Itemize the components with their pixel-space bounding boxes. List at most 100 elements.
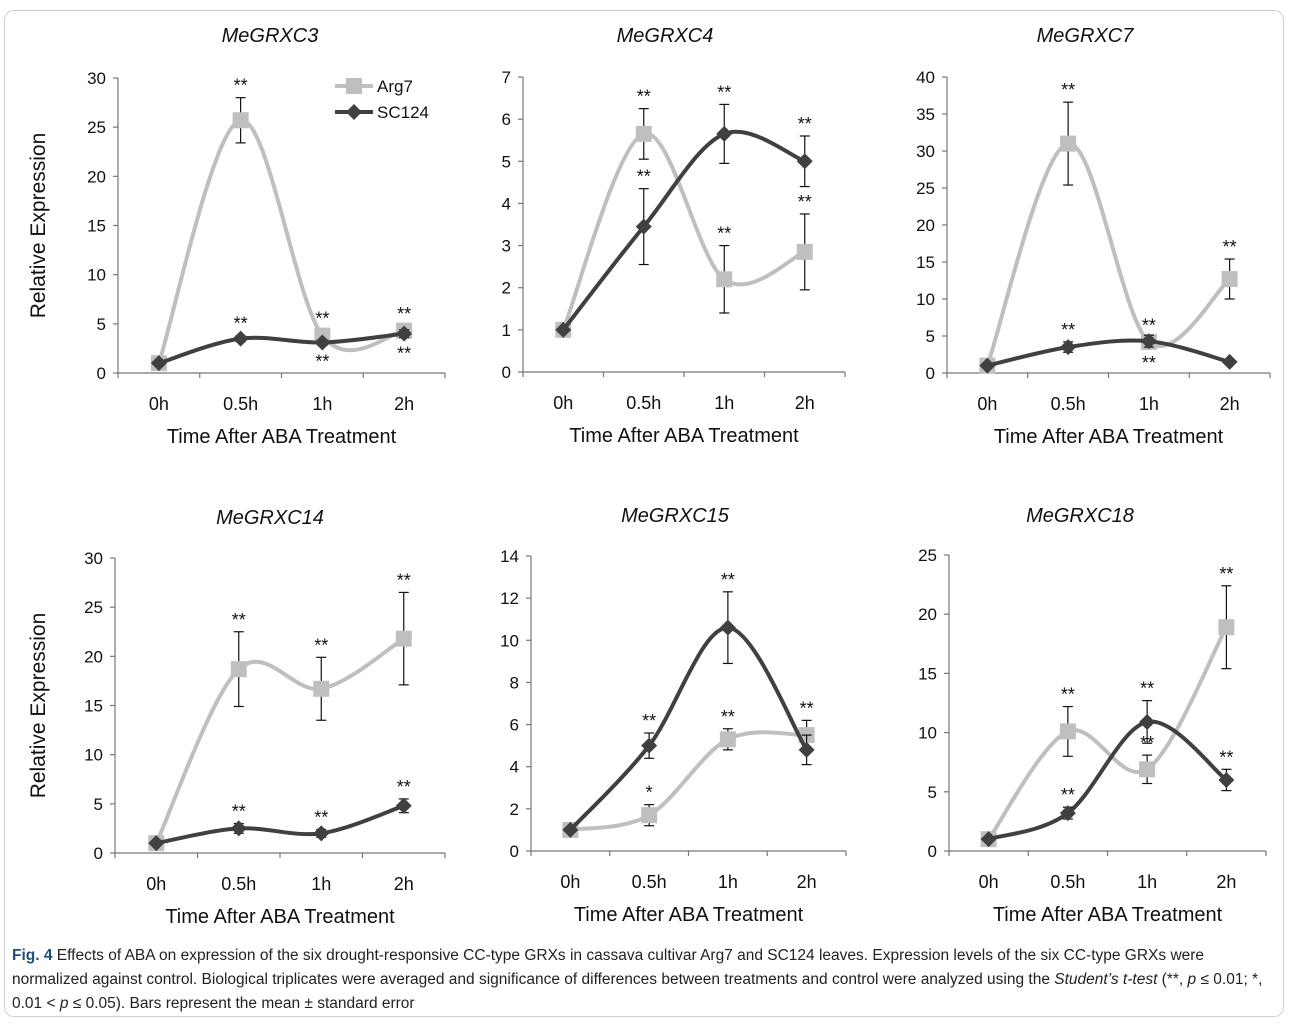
panel-title: MeGRXC15	[621, 505, 730, 527]
x-tick-label: 1h	[312, 394, 332, 414]
significance-mark: **	[315, 351, 329, 371]
x-tick-label: 0.5h	[626, 393, 661, 413]
data-point-Arg7	[1218, 619, 1235, 636]
y-tick-label: 8	[510, 673, 519, 692]
significance-mark: **	[721, 570, 735, 590]
significance-mark: **	[232, 802, 246, 822]
data-point-Arg7	[1060, 135, 1077, 152]
x-tick-label: 2h	[797, 872, 817, 892]
figure-caption: Fig. 4 Effects of ABA on expression of t…	[12, 944, 1276, 1016]
y-tick-label: 15	[916, 253, 935, 272]
x-tick-label: 1h	[1137, 872, 1157, 892]
y-tick-label: 6	[502, 110, 511, 129]
x-tick-label: 1h	[718, 872, 738, 892]
significance-mark: **	[1223, 237, 1237, 257]
y-tick-label: 10	[84, 746, 103, 765]
data-point-SC124	[232, 330, 249, 347]
x-tick-label: 0h	[979, 872, 999, 892]
significance-mark: **	[397, 570, 411, 590]
series-line-SC124	[158, 331, 405, 366]
caption-p-symbol-2: p	[59, 995, 69, 1012]
legend-marker-diamond-icon	[346, 104, 362, 120]
significance-mark: **	[314, 635, 328, 655]
y-axis-label: Relative Expression	[27, 613, 50, 799]
significance-mark: **	[232, 610, 246, 630]
y-tick-label: 30	[87, 69, 106, 88]
x-axis-label: Time After ABA Treatment	[993, 904, 1223, 926]
panel-title: MeGRXC18	[1026, 505, 1134, 527]
significance-mark: **	[1061, 80, 1075, 100]
data-point-Arg7	[719, 731, 736, 748]
x-tick-label: 0.5h	[1051, 394, 1086, 414]
data-point-SC124	[395, 797, 412, 814]
series-line-Arg7	[156, 118, 405, 364]
data-point-SC124	[635, 218, 652, 235]
data-point-SC124	[798, 741, 815, 758]
caption-p-symbol-1: p	[1187, 971, 1197, 988]
data-point-Arg7	[641, 807, 658, 824]
data-point-SC124	[716, 125, 733, 142]
caption-test-name: Student’s t-test	[1054, 971, 1158, 988]
series-line-Arg7	[987, 626, 1229, 841]
x-tick-label: 0.5h	[1050, 872, 1085, 892]
y-tick-label: 0	[926, 364, 935, 383]
y-tick-label: 40	[916, 68, 935, 87]
data-point-Arg7	[1221, 271, 1238, 288]
data-point-Arg7	[716, 271, 733, 288]
x-tick-label: 0h	[146, 874, 166, 894]
panel-title: MeGRXC4	[617, 25, 714, 47]
y-tick-label: 4	[502, 194, 511, 213]
x-tick-label: 0.5h	[221, 874, 256, 894]
x-tick-label: 0.5h	[223, 394, 258, 414]
significance-mark: **	[397, 777, 411, 797]
y-tick-label: 30	[916, 142, 935, 161]
significance-mark: **	[798, 192, 812, 212]
y-tick-label: 35	[916, 105, 935, 124]
data-point-SC124	[796, 153, 813, 170]
series-line-SC124	[986, 338, 1231, 368]
y-tick-label: 30	[84, 549, 103, 568]
data-point-SC124	[1221, 353, 1238, 370]
y-tick-label: 3	[502, 237, 511, 256]
significance-mark: **	[314, 807, 328, 827]
y-tick-label: 5	[94, 795, 103, 814]
x-axis-label: Time After ABA Treatment	[165, 906, 395, 928]
y-tick-label: 4	[510, 758, 519, 777]
x-axis-label: Time After ABA Treatment	[574, 904, 804, 926]
data-point-SC124	[1060, 339, 1077, 356]
significance-mark: **	[1219, 747, 1233, 767]
series-line-SC124	[561, 129, 806, 332]
y-tick-label: 15	[87, 217, 106, 236]
significance-mark: **	[1061, 685, 1075, 705]
y-tick-label: 5	[97, 315, 106, 334]
data-point-Arg7	[395, 630, 412, 647]
significance-mark: **	[1061, 785, 1075, 805]
significance-mark: **	[234, 76, 248, 96]
y-tick-label: 2	[510, 800, 519, 819]
data-point-SC124	[1059, 805, 1076, 822]
series-line-Arg7	[154, 636, 405, 845]
data-point-SC124	[314, 334, 331, 351]
data-point-SC124	[555, 321, 572, 338]
series-line-Arg7	[570, 730, 807, 832]
significance-mark: **	[1061, 320, 1075, 340]
data-point-Arg7	[313, 680, 330, 697]
x-tick-label: 2h	[394, 394, 414, 414]
x-axis-label: Time After ABA Treatment	[994, 426, 1224, 448]
caption-text-3: ≤ 0.01; *, 0.01 <	[12, 971, 1263, 1012]
legend-label: SC124	[377, 103, 429, 122]
series-line-Arg7	[985, 141, 1231, 367]
x-tick-label: 0h	[149, 394, 169, 414]
y-tick-label: 20	[918, 605, 937, 624]
significance-mark: **	[800, 698, 814, 718]
data-point-SC124	[980, 831, 997, 848]
panel-title: MeGRXC3	[222, 25, 319, 47]
data-point-SC124	[230, 820, 247, 837]
significance-mark: **	[1142, 315, 1156, 335]
y-tick-label: 25	[916, 179, 935, 198]
legend-label: Arg7	[377, 77, 413, 96]
x-axis-label: Time After ABA Treatment	[569, 425, 799, 447]
y-tick-label: 0	[928, 842, 937, 861]
x-tick-label: 0.5h	[632, 872, 667, 892]
